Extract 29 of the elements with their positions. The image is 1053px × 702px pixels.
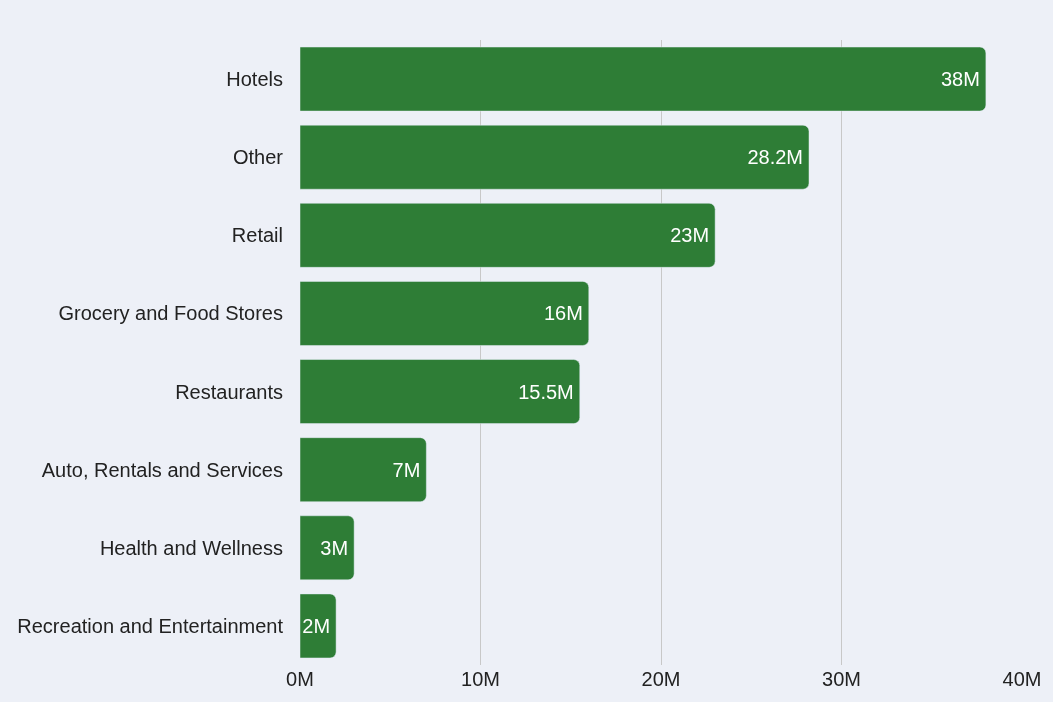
y-tick-label: Auto, Rentals and Services xyxy=(41,458,283,481)
data-label: 23M xyxy=(670,224,710,247)
bar xyxy=(300,46,987,112)
x-tick-label: 10M xyxy=(461,668,500,690)
y-tick-label: Health and Wellness xyxy=(99,536,283,559)
bar xyxy=(300,437,427,502)
y-tick-label: Retail xyxy=(231,224,283,247)
x-tick-label: 20M xyxy=(641,668,681,690)
y-tick-label: Recreation and Entertainment xyxy=(17,614,284,637)
y-tick-label: Other xyxy=(232,146,284,169)
data-label: 28.2M xyxy=(747,146,804,169)
data-label: 3M xyxy=(320,536,349,559)
y-tick-label: Grocery and Food Stores xyxy=(58,302,283,325)
data-label: 15.5M xyxy=(518,380,574,403)
data-label: 2M xyxy=(302,614,331,637)
x-tick-label: 0M xyxy=(286,668,314,690)
y-tick-label: Hotels xyxy=(226,68,283,91)
bar xyxy=(300,515,355,581)
bar xyxy=(300,203,716,268)
data-label: 7M xyxy=(392,458,421,481)
x-tick-label: 40M xyxy=(1002,668,1042,690)
data-label: 16M xyxy=(543,302,583,325)
data-label: 38M xyxy=(940,68,980,91)
y-tick-label: Restaurants xyxy=(175,380,283,403)
bar xyxy=(300,593,337,659)
bar xyxy=(300,359,581,424)
bar xyxy=(300,281,590,346)
bar xyxy=(300,124,810,190)
x-tick-label: 30M xyxy=(822,668,861,690)
